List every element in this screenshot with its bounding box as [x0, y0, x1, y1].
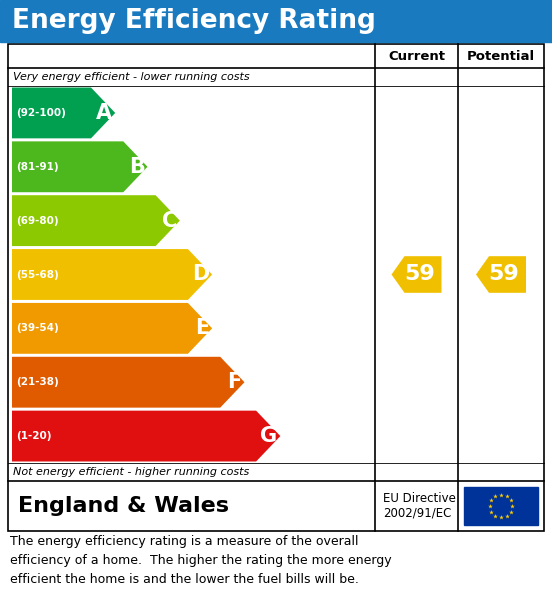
- Text: 59: 59: [489, 264, 519, 284]
- Polygon shape: [476, 256, 526, 293]
- Text: (55-68): (55-68): [16, 270, 59, 280]
- Text: Not energy efficient - higher running costs: Not energy efficient - higher running co…: [13, 467, 250, 477]
- Text: B: B: [129, 157, 145, 177]
- Polygon shape: [12, 195, 180, 246]
- Polygon shape: [391, 256, 442, 293]
- Text: (69-80): (69-80): [16, 216, 59, 226]
- Text: E: E: [195, 318, 209, 338]
- Text: (92-100): (92-100): [16, 108, 66, 118]
- Polygon shape: [12, 88, 115, 139]
- Bar: [8, 44, 544, 531]
- Polygon shape: [12, 249, 212, 300]
- Text: D: D: [192, 264, 209, 284]
- Text: EU Directive
2002/91/EC: EU Directive 2002/91/EC: [383, 492, 456, 520]
- Text: A: A: [96, 103, 112, 123]
- Text: (21-38): (21-38): [16, 377, 59, 387]
- Text: 59: 59: [404, 264, 435, 284]
- Polygon shape: [12, 411, 280, 462]
- Bar: [464, 487, 538, 525]
- Text: Current: Current: [388, 50, 445, 63]
- Polygon shape: [12, 357, 245, 408]
- Text: G: G: [260, 426, 277, 446]
- Text: (81-91): (81-91): [16, 162, 59, 172]
- Text: C: C: [162, 211, 177, 230]
- Text: (1-20): (1-20): [16, 431, 51, 441]
- Polygon shape: [12, 142, 147, 192]
- Text: F: F: [227, 372, 241, 392]
- Text: The energy efficiency rating is a measure of the overall
efficiency of a home.  : The energy efficiency rating is a measur…: [10, 535, 391, 586]
- Text: Very energy efficient - lower running costs: Very energy efficient - lower running co…: [13, 72, 250, 82]
- Text: Energy Efficiency Rating: Energy Efficiency Rating: [12, 8, 376, 34]
- Polygon shape: [12, 303, 212, 354]
- Bar: [0, 0, 552, 42]
- Text: Potential: Potential: [467, 50, 535, 63]
- Text: England & Wales: England & Wales: [18, 496, 229, 516]
- Text: (39-54): (39-54): [16, 323, 59, 333]
